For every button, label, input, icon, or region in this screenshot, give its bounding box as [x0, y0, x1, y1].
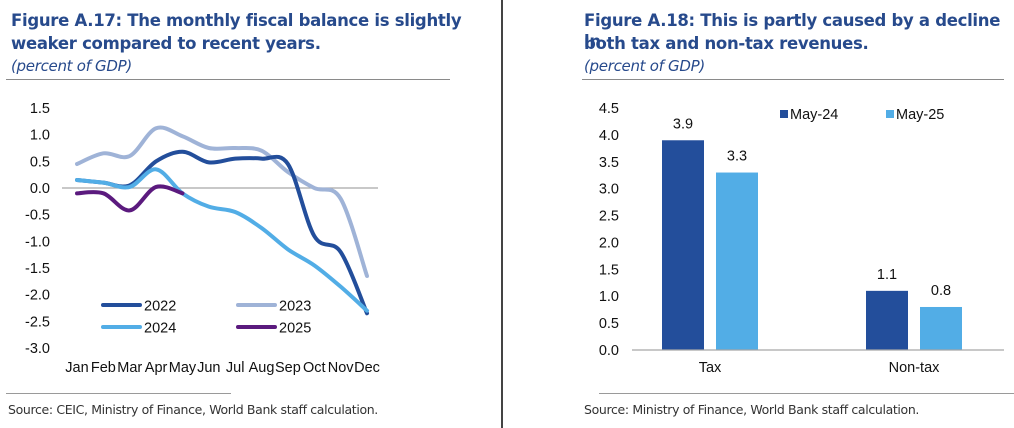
data-label: 1.1	[877, 267, 897, 283]
x-tick-label: Jun	[197, 360, 220, 376]
x-tick-label: Oct	[303, 360, 326, 376]
y-tick-label: 0.0	[599, 343, 619, 359]
figure-title-line2: both tax and non-tax revenues.	[584, 34, 869, 53]
x-tick-label: May	[169, 360, 197, 376]
legend: May-24 May-25	[780, 107, 944, 123]
line-series-2024	[75, 167, 369, 313]
y-tick-label: 4.5	[599, 101, 619, 117]
y-tick-label: 2.5	[599, 209, 619, 225]
line-chart: 1.5 1.0 0.5 0.0 -0.5 -1.0 -1.5 -2.0 -2.5 -3.0 Jan…	[25, 101, 380, 376]
y-tick-label: -0.5	[25, 208, 50, 224]
x-tick-label: Mar	[117, 360, 142, 376]
y-tick-label: 1.5	[599, 262, 619, 278]
line-series-2022	[75, 149, 369, 316]
x-tick-label: Apr	[145, 360, 168, 376]
y-tick-label: 3.5	[599, 155, 619, 171]
y-tick-label: -2.0	[25, 288, 50, 304]
x-tick-label: Nov	[328, 360, 355, 376]
top-rule	[6, 79, 450, 80]
y-axis-ticks: 1.5 1.0 0.5 0.0 -0.5 -1.0 -1.5 -2.0 -2.5 -3.0	[25, 101, 50, 357]
y-tick-label: -2.5	[25, 314, 50, 330]
figure-a17-panel: Figure A.17: The monthly fiscal balance …	[0, 0, 498, 428]
y-tick-label: 2.0	[599, 235, 619, 251]
legend-label-2025: 2025	[279, 321, 311, 337]
panel-divider	[501, 0, 503, 428]
x-axis-ticks: Tax Non-tax	[699, 360, 940, 376]
y-tick-label: -1.0	[25, 234, 50, 250]
bottom-rule	[599, 393, 1014, 394]
y-axis-ticks: 4.5 4.0 3.5 3.0 2.5 2.0 1.5 1.0 0.5 0.0	[599, 101, 619, 359]
figure-title-line1: Figure A.18: This is partly caused by a …	[584, 11, 1001, 51]
line-series-2023	[75, 125, 369, 278]
data-label: 3.9	[673, 116, 693, 132]
bottom-rule	[6, 393, 231, 394]
y-tick-label: 1.0	[599, 289, 619, 305]
legend-label-2022: 2022	[144, 299, 176, 315]
x-tick-label: Feb	[91, 360, 116, 376]
y-tick-label: -1.5	[25, 261, 50, 277]
y-tick-label: 0.0	[30, 181, 50, 197]
top-rule	[582, 79, 1004, 80]
figure-subtitle: (percent of GDP)	[584, 57, 705, 75]
y-tick-label: 3.0	[599, 182, 619, 198]
y-tick-label: 0.5	[599, 316, 619, 332]
bars-group: 3.9 3.3 1.1 0.8	[662, 116, 962, 350]
bar-non-tax-May-24	[866, 290, 908, 350]
legend-label-May-25: May-25	[896, 107, 944, 123]
x-tick-label: Jul	[226, 360, 245, 376]
y-tick-label: 0.5	[30, 154, 50, 170]
legend-label-2024: 2024	[144, 321, 176, 337]
bar-non-tax-May-25	[920, 306, 962, 350]
bar-chart: 4.5 4.0 3.5 3.0 2.5 2.0 1.5 1.0 0.5 0.0 3.9 3.3 1.1…	[599, 101, 1004, 376]
figure-subtitle: (percent of GDP)	[11, 57, 132, 75]
line-series-group	[75, 125, 369, 316]
source-note: Source: CEIC, Ministry of Finance, World…	[8, 402, 378, 417]
legend-swatch-May-25	[886, 110, 894, 118]
legend-label-May-24: May-24	[790, 107, 838, 123]
source-note: Source: Ministry of Finance, World Bank …	[584, 402, 920, 417]
figure-a18-panel: Figure A.18: This is partly caused by a …	[502, 0, 1014, 428]
line-series-2025	[75, 184, 185, 213]
x-tick-label: Non-tax	[889, 360, 941, 376]
bar-tax-May-24	[662, 140, 704, 350]
x-axis-ticks: Jan Feb Mar Apr May Jun Jul Aug Sep Oct Nov Dec	[65, 360, 380, 376]
y-tick-label: 1.5	[30, 101, 50, 117]
bar-tax-May-25	[716, 172, 758, 350]
y-tick-label: -3.0	[25, 341, 50, 357]
x-tick-label: Jan	[65, 360, 88, 376]
legend-swatch-May-24	[780, 110, 788, 118]
data-label: 0.8	[931, 283, 951, 299]
x-tick-label: Dec	[354, 360, 380, 376]
figure-title-line2: weaker compared to recent years.	[11, 34, 321, 53]
legend: 2022 2023 2024 2025	[101, 299, 311, 337]
data-label: 3.3	[727, 149, 747, 165]
legend-label-2023: 2023	[279, 299, 311, 315]
y-tick-label: 4.0	[599, 128, 619, 144]
x-tick-label: Tax	[699, 360, 722, 376]
x-tick-label: Aug	[249, 360, 275, 376]
y-tick-label: 1.0	[30, 128, 50, 144]
x-tick-label: Sep	[275, 360, 301, 376]
figure-title-line1: Figure A.17: The monthly fiscal balance …	[11, 11, 462, 30]
